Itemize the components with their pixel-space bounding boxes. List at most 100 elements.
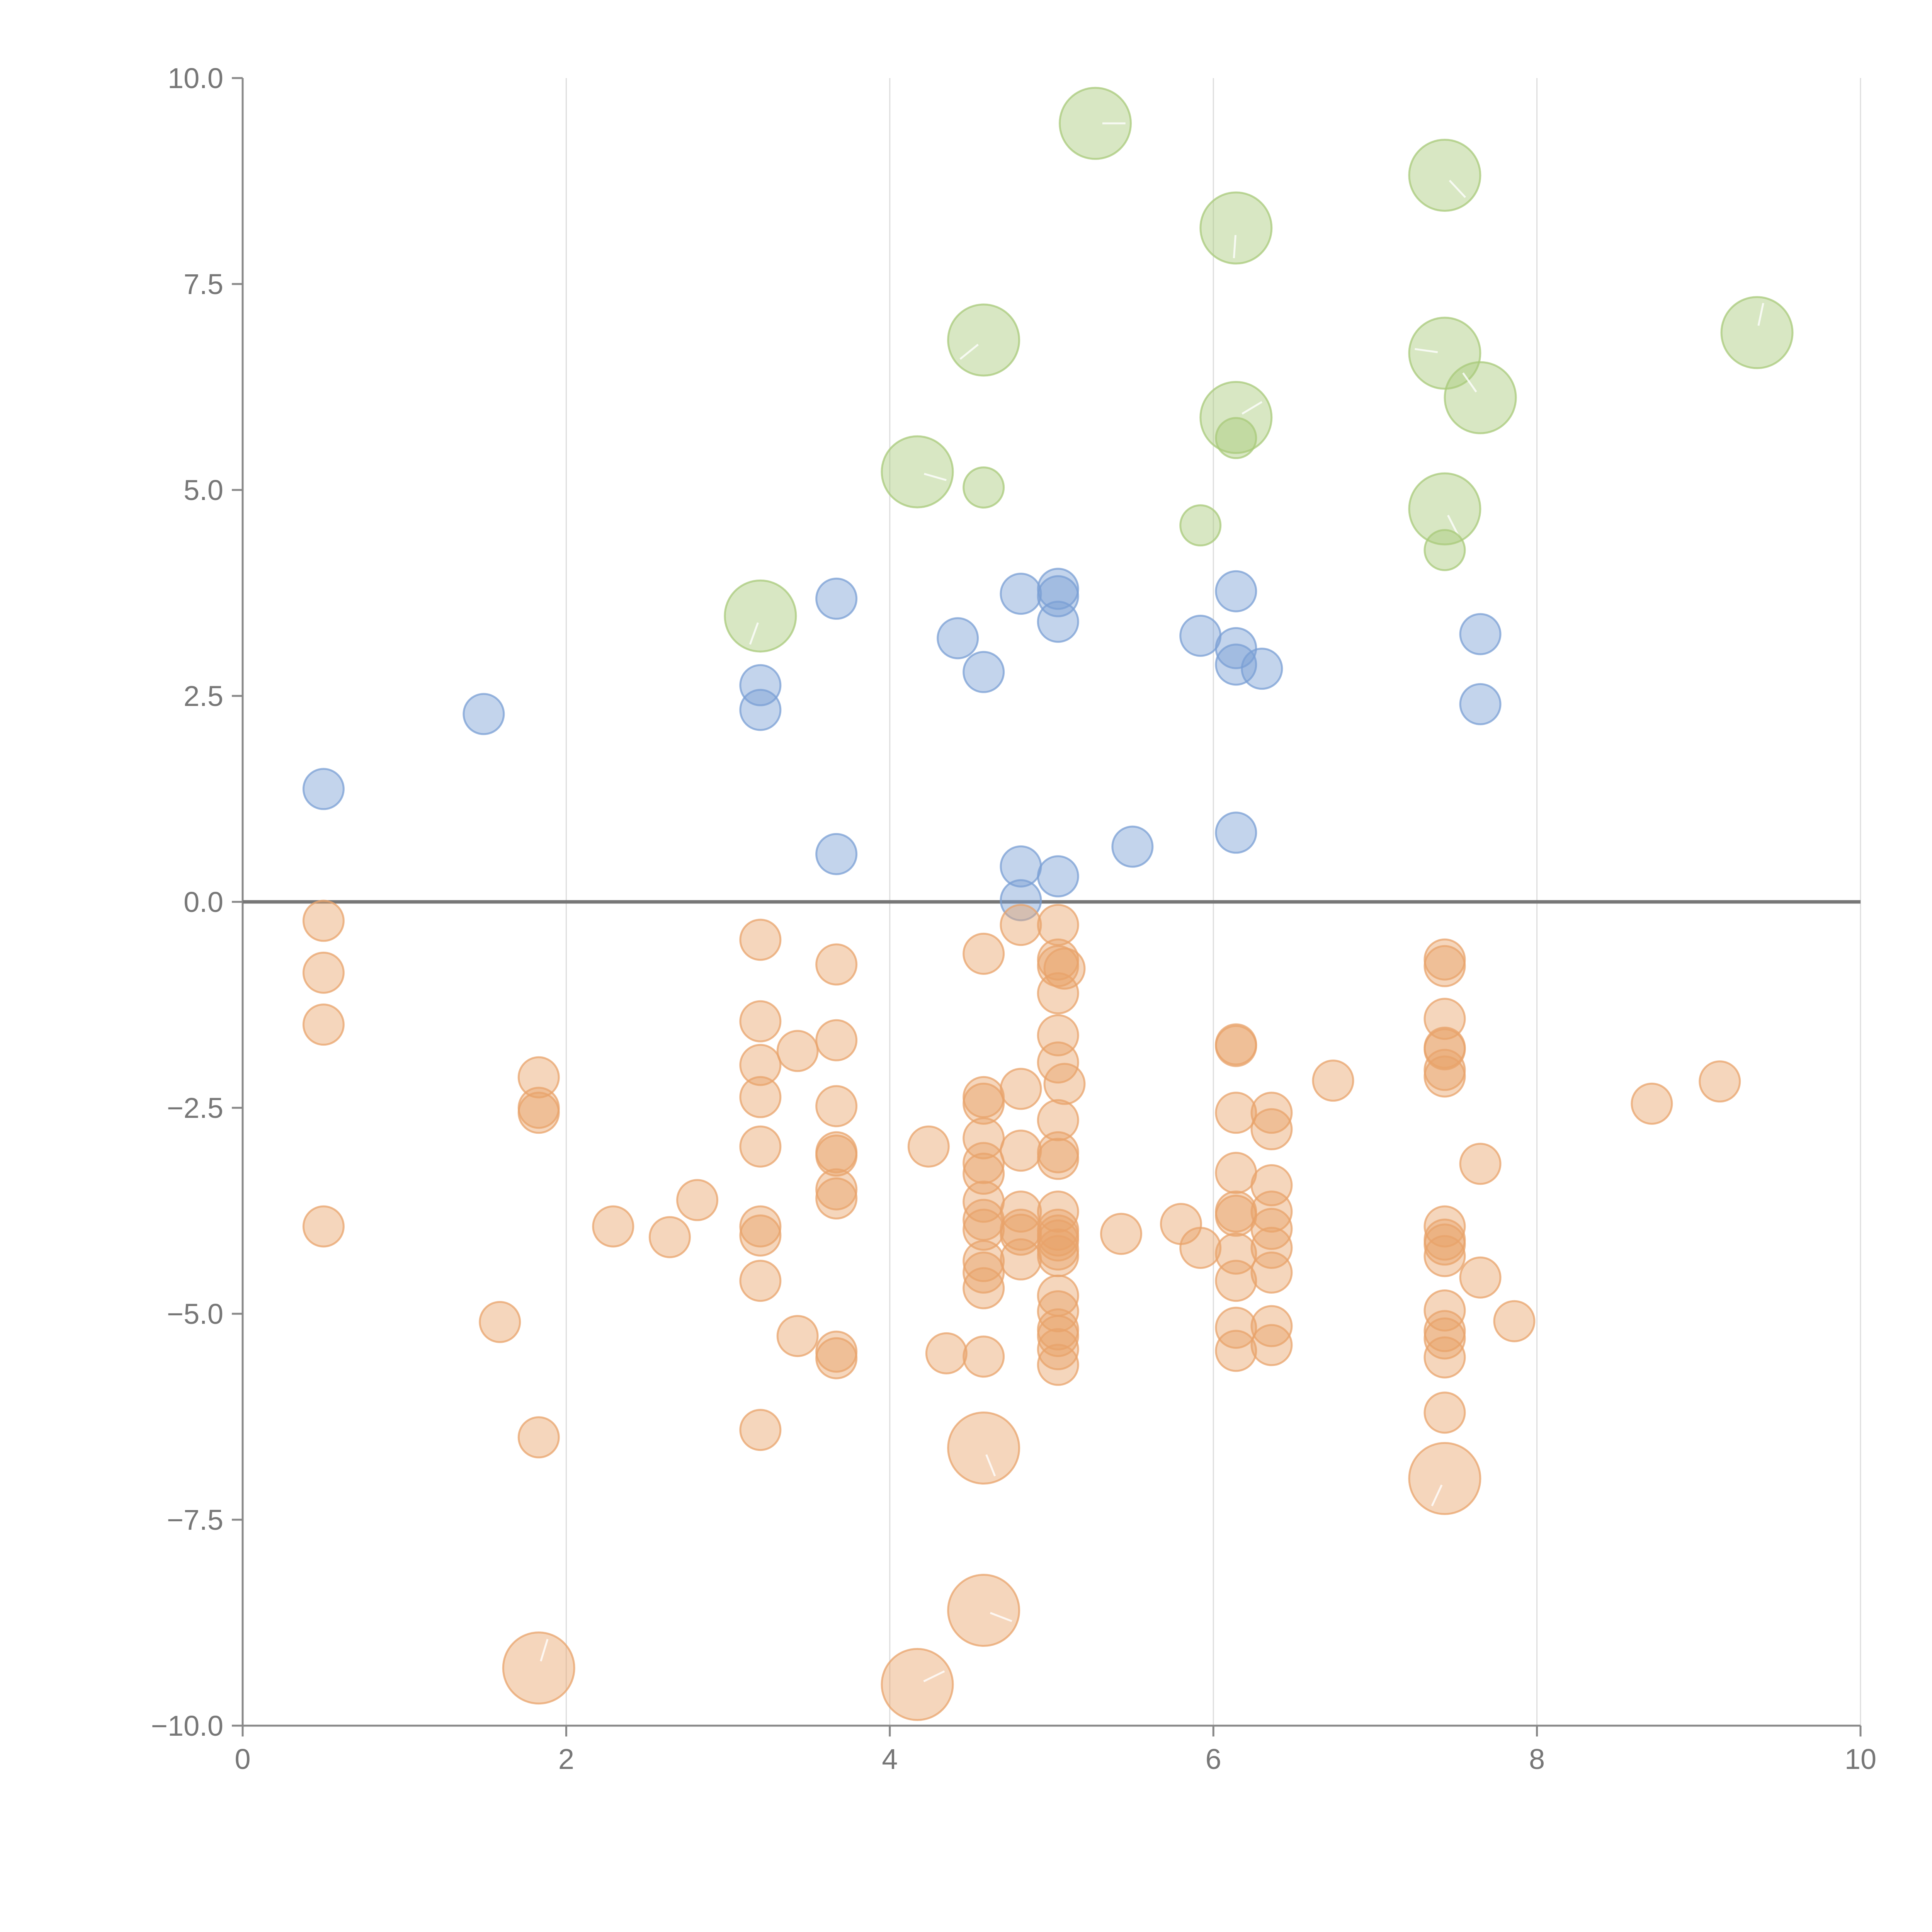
bubble-point[interactable] bbox=[925, 1332, 968, 1374]
bubble-point[interactable] bbox=[676, 1179, 719, 1221]
bubble-point[interactable] bbox=[815, 1168, 858, 1211]
bubble-point[interactable] bbox=[1250, 1324, 1293, 1366]
bubble-point[interactable] bbox=[1000, 1238, 1042, 1281]
bubble-point[interactable] bbox=[963, 1117, 1005, 1160]
bubble-point[interactable] bbox=[739, 1125, 782, 1168]
bubble-point[interactable] bbox=[881, 1648, 954, 1721]
bubble-point[interactable] bbox=[1250, 1108, 1293, 1150]
bubble-point[interactable] bbox=[1423, 1317, 1466, 1360]
bubble-point[interactable] bbox=[463, 693, 505, 735]
bubble-point[interactable] bbox=[907, 1125, 950, 1168]
bubble-point[interactable] bbox=[1215, 1194, 1257, 1237]
bubble-point[interactable] bbox=[1215, 811, 1257, 854]
bubble-point[interactable] bbox=[302, 768, 345, 810]
bubble-point[interactable] bbox=[724, 579, 797, 653]
bubble-point[interactable] bbox=[1215, 1092, 1257, 1134]
bubble-point[interactable] bbox=[1423, 1223, 1466, 1266]
bubble-point[interactable] bbox=[1037, 1190, 1079, 1233]
bubble-point[interactable] bbox=[1720, 296, 1794, 369]
bubble-point[interactable] bbox=[1179, 504, 1222, 547]
bubble-point[interactable] bbox=[739, 1000, 782, 1043]
bubble-point[interactable] bbox=[1179, 614, 1222, 657]
bubble-point[interactable] bbox=[1179, 1226, 1222, 1269]
bubble-point[interactable] bbox=[1423, 1336, 1466, 1379]
bubble-point[interactable] bbox=[1215, 417, 1257, 459]
bubble-point[interactable] bbox=[1215, 1260, 1257, 1302]
bubble-point[interactable] bbox=[739, 1076, 782, 1118]
bubble-point[interactable] bbox=[1043, 1063, 1086, 1105]
bubble-point[interactable] bbox=[963, 1142, 1005, 1184]
bubble-point[interactable] bbox=[1037, 1290, 1079, 1333]
bubble-point[interactable] bbox=[1250, 1190, 1293, 1233]
bubble-point[interactable] bbox=[947, 1412, 1020, 1485]
bubble-point[interactable] bbox=[1250, 1208, 1293, 1250]
bubble-point[interactable] bbox=[1199, 191, 1273, 265]
bubble-point[interactable] bbox=[479, 1301, 521, 1343]
bubble-point[interactable] bbox=[963, 1335, 1005, 1378]
bubble-point[interactable] bbox=[815, 1177, 858, 1220]
bubble-point[interactable] bbox=[1215, 627, 1257, 669]
bubble-point[interactable] bbox=[739, 1044, 782, 1086]
bubble-point[interactable] bbox=[1037, 1219, 1079, 1262]
bubble-point[interactable] bbox=[648, 1216, 691, 1259]
bubble-point[interactable] bbox=[1000, 1213, 1042, 1256]
bubble-point[interactable] bbox=[592, 1205, 634, 1248]
bubble-point[interactable] bbox=[302, 1003, 345, 1046]
bubble-point[interactable] bbox=[937, 617, 979, 660]
bubble-point[interactable] bbox=[881, 435, 954, 509]
bubble-point[interactable] bbox=[1423, 529, 1466, 571]
bubble-point[interactable] bbox=[517, 1092, 560, 1134]
bubble-point[interactable] bbox=[963, 1082, 1005, 1125]
bubble-point[interactable] bbox=[1408, 316, 1481, 390]
bubble-point[interactable] bbox=[1000, 1129, 1042, 1172]
bubble-point[interactable] bbox=[1250, 1305, 1293, 1347]
bubble-point[interactable] bbox=[947, 303, 1020, 377]
bubble-point[interactable] bbox=[1423, 1235, 1466, 1277]
bubble-point[interactable] bbox=[302, 900, 345, 942]
bubble-point[interactable] bbox=[815, 1019, 858, 1061]
bubble-point[interactable] bbox=[1215, 1306, 1257, 1349]
bubble-point[interactable] bbox=[1215, 570, 1257, 612]
bubble-point[interactable] bbox=[1459, 613, 1502, 655]
bubble-point[interactable] bbox=[963, 1251, 1005, 1294]
bubble-point[interactable] bbox=[963, 1267, 1005, 1310]
bubble-point[interactable] bbox=[1250, 1251, 1293, 1294]
bubble-point[interactable] bbox=[1111, 825, 1154, 868]
bubble-point[interactable] bbox=[947, 1574, 1020, 1647]
bubble-point[interactable] bbox=[963, 932, 1005, 975]
bubble-point[interactable] bbox=[1037, 904, 1079, 946]
bubble-point[interactable] bbox=[1215, 1330, 1257, 1372]
bubble-point[interactable] bbox=[1631, 1082, 1673, 1125]
bubble-point[interactable] bbox=[1037, 1099, 1079, 1141]
bubble-point[interactable] bbox=[502, 1631, 575, 1705]
bubble-point[interactable] bbox=[1699, 1060, 1741, 1103]
bubble-point[interactable] bbox=[1000, 879, 1042, 922]
bubble-point[interactable] bbox=[1000, 1190, 1042, 1233]
bubble-point[interactable] bbox=[776, 1030, 819, 1072]
bubble-point[interactable] bbox=[1459, 1143, 1502, 1185]
bubble-point[interactable] bbox=[1037, 600, 1079, 643]
bubble-point[interactable] bbox=[1037, 575, 1079, 617]
bubble-point[interactable] bbox=[302, 951, 345, 994]
bubble-point[interactable] bbox=[739, 1214, 782, 1257]
bubble-point[interactable] bbox=[1037, 972, 1079, 1015]
bubble-point[interactable] bbox=[1000, 1068, 1042, 1110]
bubble-point[interactable] bbox=[1423, 1391, 1466, 1434]
bubble-point[interactable] bbox=[1493, 1300, 1536, 1342]
bubble-point[interactable] bbox=[1100, 1213, 1143, 1255]
bubble-point[interactable] bbox=[1037, 1235, 1079, 1277]
bubble-point[interactable] bbox=[1408, 472, 1481, 546]
bubble-point[interactable] bbox=[1408, 139, 1481, 212]
bubble-point[interactable] bbox=[1037, 1344, 1079, 1386]
bubble-point[interactable] bbox=[1444, 361, 1517, 434]
bubble-point[interactable] bbox=[1408, 1442, 1481, 1515]
bubble-point[interactable] bbox=[739, 664, 782, 706]
bubble-point[interactable] bbox=[963, 466, 1005, 509]
bubble-point[interactable] bbox=[963, 651, 1005, 693]
bubble-point[interactable] bbox=[1043, 947, 1086, 990]
bubble-point[interactable] bbox=[815, 833, 858, 875]
bubble-point[interactable] bbox=[1423, 945, 1466, 987]
bubble-point[interactable] bbox=[739, 1260, 782, 1302]
bubble-point[interactable] bbox=[1459, 683, 1502, 725]
bubble-point[interactable] bbox=[815, 577, 858, 620]
